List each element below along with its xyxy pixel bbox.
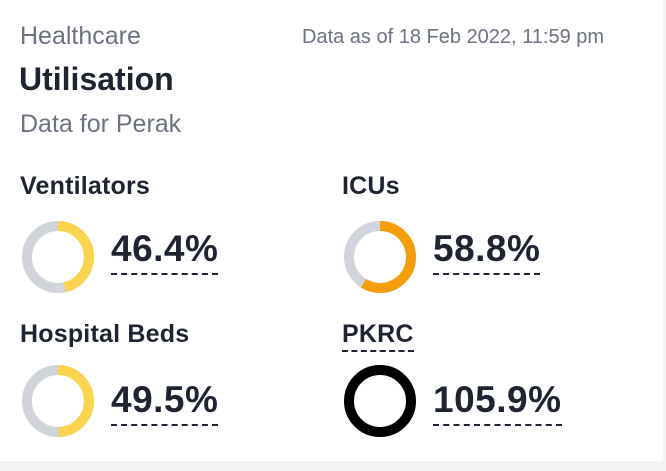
utilisation-card: Healthcare Data as of 18 Feb 2022, 11:59… [0, 0, 663, 461]
donut-pkrc-icon [344, 365, 416, 437]
metric-label-ventilators: Ventilators [20, 172, 151, 200]
state-subtitle: Data for Perak [20, 110, 182, 138]
page-title: Utilisation [19, 61, 174, 97]
metric-value-pkrc[interactable]: 105.9% [433, 378, 562, 426]
metric-value-hospital-beds[interactable]: 49.5% [111, 378, 219, 426]
metric-value-icus[interactable]: 58.8% [433, 227, 541, 275]
donut-hospital-beds-icon [22, 365, 94, 437]
data-timestamp: Data as of 18 Feb 2022, 11:59 pm [302, 26, 605, 48]
metric-label-icus: ICUs [342, 172, 400, 200]
metric-label-pkrc[interactable]: PKRC [342, 320, 414, 352]
metric-label-hospital-beds: Hospital Beds [20, 320, 190, 348]
donut-icus-icon [344, 221, 416, 293]
metric-value-ventilators[interactable]: 46.4% [111, 227, 219, 275]
donut-ventilators-icon [22, 221, 94, 293]
section-label: Healthcare [20, 22, 141, 50]
